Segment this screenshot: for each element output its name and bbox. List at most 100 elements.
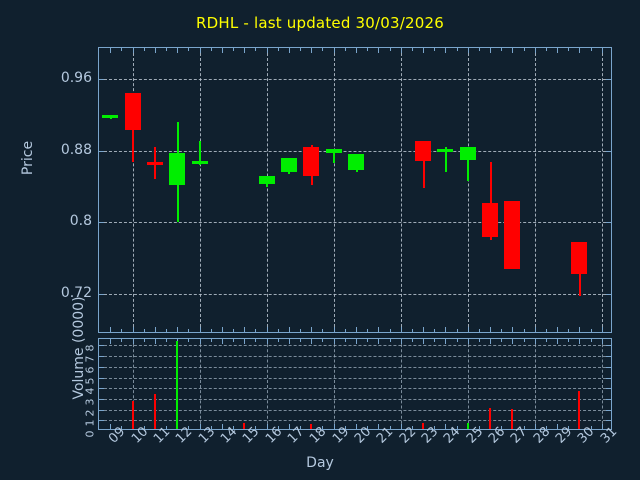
axis-tick bbox=[490, 327, 492, 332]
axis-minor-tick bbox=[545, 426, 547, 429]
axis-minor-tick bbox=[389, 339, 391, 342]
axis-minor-tick bbox=[143, 426, 145, 429]
axis-tick bbox=[378, 339, 380, 344]
axis-minor-tick bbox=[255, 48, 257, 51]
axis-minor-tick bbox=[478, 426, 480, 429]
price-tick bbox=[99, 150, 104, 152]
price-y-tick-label: 0.96 bbox=[60, 70, 92, 87]
axis-tick bbox=[333, 339, 335, 344]
price-tick bbox=[99, 293, 104, 295]
volume-bar bbox=[489, 407, 492, 429]
axis-tick bbox=[534, 339, 536, 344]
axis-minor-tick bbox=[233, 329, 235, 332]
axis-minor-tick bbox=[277, 426, 279, 429]
axis-minor-tick bbox=[121, 426, 123, 429]
axis-tick bbox=[266, 327, 268, 332]
volume-tick bbox=[99, 388, 104, 390]
price-tick bbox=[99, 79, 104, 81]
volume-tick bbox=[606, 377, 611, 379]
volume-y-tick-label: 5 bbox=[83, 377, 97, 384]
candle-body bbox=[303, 147, 320, 176]
axis-tick bbox=[378, 424, 380, 429]
axis-tick bbox=[177, 327, 179, 332]
axis-tick bbox=[110, 327, 112, 332]
axis-minor-tick bbox=[143, 339, 145, 342]
axis-tick bbox=[400, 339, 402, 344]
volume-tick bbox=[99, 366, 104, 368]
axis-minor-tick bbox=[322, 48, 324, 51]
axis-tick bbox=[467, 327, 469, 332]
volume-y-tick-label: 3 bbox=[83, 398, 97, 406]
axis-minor-tick bbox=[411, 426, 413, 429]
axis-minor-tick bbox=[277, 339, 279, 342]
axis-minor-tick bbox=[501, 329, 503, 332]
candle-body bbox=[146, 161, 163, 165]
price-gridline-v bbox=[400, 48, 402, 332]
candle-body bbox=[504, 200, 521, 269]
x-axis-label: Day bbox=[306, 455, 334, 471]
price-gridline-v bbox=[601, 48, 603, 332]
volume-tick bbox=[99, 356, 104, 358]
axis-minor-tick bbox=[523, 329, 525, 332]
axis-tick bbox=[534, 48, 536, 53]
axis-minor-tick bbox=[523, 426, 525, 429]
axis-tick bbox=[132, 48, 134, 53]
price-gridline-h bbox=[99, 293, 611, 295]
axis-minor-tick bbox=[367, 426, 369, 429]
axis-tick bbox=[400, 48, 402, 53]
axis-minor-tick bbox=[277, 329, 279, 332]
axis-tick bbox=[221, 327, 223, 332]
volume-gridline-v bbox=[467, 339, 469, 429]
candle-body bbox=[191, 160, 208, 164]
candle-body bbox=[169, 152, 186, 185]
axis-minor-tick bbox=[121, 48, 123, 51]
axis-tick bbox=[445, 339, 447, 344]
axis-tick bbox=[601, 327, 603, 332]
volume-y-tick-label: 4 bbox=[83, 387, 97, 395]
volume-tick bbox=[606, 409, 611, 411]
volume-tick bbox=[99, 398, 104, 400]
volume-tick bbox=[99, 377, 104, 379]
axis-minor-tick bbox=[478, 48, 480, 51]
axis-minor-tick bbox=[322, 329, 324, 332]
axis-minor-tick bbox=[166, 48, 168, 51]
axis-tick bbox=[601, 339, 603, 344]
candle-body bbox=[348, 154, 364, 171]
price-tick bbox=[606, 150, 611, 152]
candle-body bbox=[415, 140, 432, 162]
axis-tick bbox=[490, 48, 492, 53]
axis-minor-tick bbox=[233, 48, 235, 51]
axis-tick bbox=[132, 339, 134, 344]
axis-tick bbox=[579, 327, 581, 332]
axis-minor-tick bbox=[300, 339, 302, 342]
volume-bar bbox=[176, 341, 179, 429]
candle-body bbox=[325, 148, 342, 153]
volume-gridline-v bbox=[400, 339, 402, 429]
axis-minor-tick bbox=[210, 339, 212, 342]
axis-minor-tick bbox=[210, 48, 212, 51]
candle-body bbox=[482, 202, 499, 237]
volume-gridline-v bbox=[266, 339, 268, 429]
axis-minor-tick bbox=[456, 426, 458, 429]
volume-y-tick-label: 7 bbox=[83, 355, 97, 363]
volume-bar bbox=[310, 423, 313, 429]
candle-body bbox=[102, 115, 119, 119]
axis-minor-tick bbox=[367, 329, 369, 332]
price-gridline-h bbox=[99, 79, 611, 81]
volume-tick bbox=[606, 398, 611, 400]
axis-tick bbox=[177, 48, 179, 53]
axis-minor-tick bbox=[344, 426, 346, 429]
axis-tick bbox=[244, 339, 246, 344]
volume-gridline-h bbox=[99, 356, 611, 358]
price-y-tick-label: 0.72 bbox=[60, 284, 92, 301]
axis-tick bbox=[311, 327, 313, 332]
axis-tick bbox=[378, 48, 380, 53]
axis-minor-tick bbox=[434, 339, 436, 342]
axis-tick bbox=[221, 48, 223, 53]
axis-tick bbox=[601, 48, 603, 53]
axis-minor-tick bbox=[389, 329, 391, 332]
axis-tick bbox=[288, 424, 290, 429]
axis-tick bbox=[266, 48, 268, 53]
volume-tick bbox=[99, 409, 104, 411]
